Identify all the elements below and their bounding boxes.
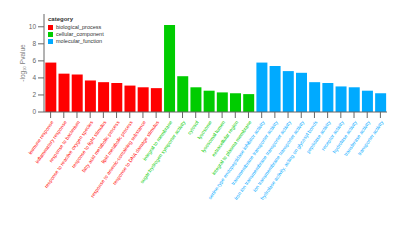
svg-text:integral to plasma membrane: integral to plasma membrane <box>210 119 253 176</box>
svg-text:cytosol: cytosol <box>186 119 200 136</box>
svg-text:0: 0 <box>32 108 36 115</box>
svg-text:8: 8 <box>32 40 36 47</box>
svg-text:immune response: immune response <box>27 119 55 156</box>
svg-text:fatty acid metabolic process: fatty acid metabolic process <box>80 119 121 174</box>
svg-text:serine-type endopeptidase inhi: serine-type endopeptidase inhibitor acti… <box>206 119 266 201</box>
svg-text:response to reactive oxygen sp: response to reactive oxygen species <box>43 119 95 189</box>
svg-text:inflammatory response: inflammatory response <box>34 119 68 165</box>
svg-text:-log₁₀ Pvalue: -log₁₀ Pvalue <box>19 44 27 82</box>
svg-text:sugar:hydrogen symporter activ: sugar:hydrogen symporter activity <box>139 119 187 184</box>
svg-text:6: 6 <box>32 57 36 64</box>
html-text:cellular_component: cellular_component <box>56 31 104 37</box>
svg-text:receptor activity: receptor activity <box>319 119 345 152</box>
svg-text:extracellular region: extracellular region <box>210 119 240 158</box>
svg-text:integral to membrane: integral to membrane <box>141 119 174 162</box>
svg-text:response to DNA damage stimulu: response to DNA damage stimulus <box>111 119 160 186</box>
svg-text:peptidase activity: peptidase activity <box>304 119 332 155</box>
svg-text:lysosome: lysosome <box>196 119 213 141</box>
html-text:molecular_function: molecular_function <box>56 38 103 44</box>
svg-text:lysosomal lumen: lysosomal lumen <box>199 119 227 154</box>
svg-text:hydrolase activity, acting on: hydrolase activity, acting on glycosyl b… <box>259 119 319 201</box>
svg-text:hydrolase activity: hydrolase activity <box>331 119 359 155</box>
svg-text:4: 4 <box>32 74 36 81</box>
svg-text:ion transmembrane transporter: ion transmembrane transporter activity <box>251 119 305 193</box>
svg-text:lipid metabolic process: lipid metabolic process <box>99 119 134 165</box>
svg-text:10: 10 <box>29 23 37 30</box>
svg-text:response to light stimulus: response to light stimulus <box>70 119 108 170</box>
html-text:biological_process: biological_process <box>56 24 102 30</box>
svg-text:response to arsenic-containing: response to arsenic-containing substance <box>89 119 147 198</box>
svg-text:iron ion transmembrane transpo: iron ion transmembrane transporter activ… <box>233 119 293 201</box>
svg-text:transporter activity: transporter activity <box>356 119 385 156</box>
svg-text:transferase activity: transferase activity <box>342 119 372 157</box>
svg-text:2: 2 <box>32 91 36 98</box>
svg-text:response to bacterium: response to bacterium <box>47 119 82 164</box>
html-text:category: category <box>48 16 73 22</box>
